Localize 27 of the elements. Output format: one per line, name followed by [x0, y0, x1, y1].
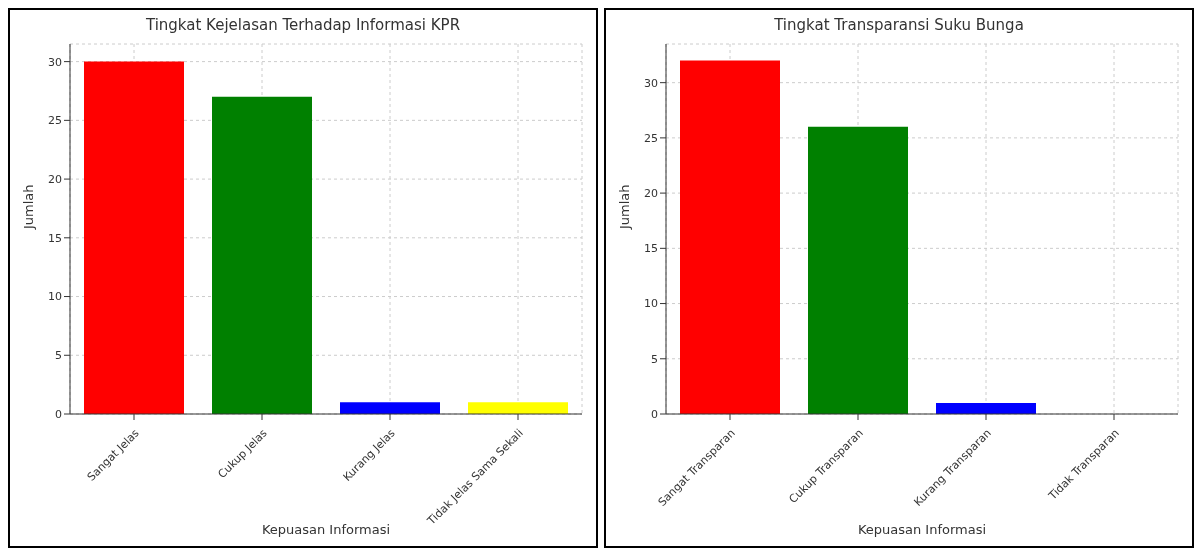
y-tick-label: 25 — [644, 131, 658, 145]
bar — [212, 96, 312, 414]
y-axis-title: Jumlah — [616, 184, 632, 230]
y-tick-label: 20 — [644, 187, 658, 201]
y-tick-label: 0 — [651, 407, 658, 421]
chart-title: Tingkat Transparansi Suku Bunga — [773, 16, 1025, 36]
bar — [340, 402, 440, 414]
y-tick-label: 5 — [651, 352, 658, 366]
y-tick-label: 0 — [55, 407, 62, 421]
y-tick-label: 30 — [48, 55, 62, 69]
y-axis-title: Jumlah — [20, 184, 36, 230]
bar — [680, 60, 780, 414]
bar — [84, 61, 184, 414]
y-tick-label: 25 — [48, 114, 62, 128]
x-axis-title: Kepuasan Informasi — [261, 522, 391, 537]
y-tick-label: 20 — [48, 172, 62, 186]
bar — [468, 402, 568, 414]
y-tick-label: 10 — [644, 297, 658, 311]
y-tick-label: 5 — [55, 349, 62, 363]
y-tick-label: 30 — [644, 76, 658, 90]
y-tick-label: 15 — [644, 242, 658, 256]
chart-title: Tingkat Kejelasan Terhadap Informasi KPR — [144, 16, 462, 36]
bar — [936, 402, 1036, 414]
bar — [808, 126, 908, 414]
x-axis-title: Kepuasan Informasi — [857, 522, 987, 537]
y-tick-label: 10 — [48, 290, 62, 304]
y-tick-label: 15 — [48, 231, 62, 245]
